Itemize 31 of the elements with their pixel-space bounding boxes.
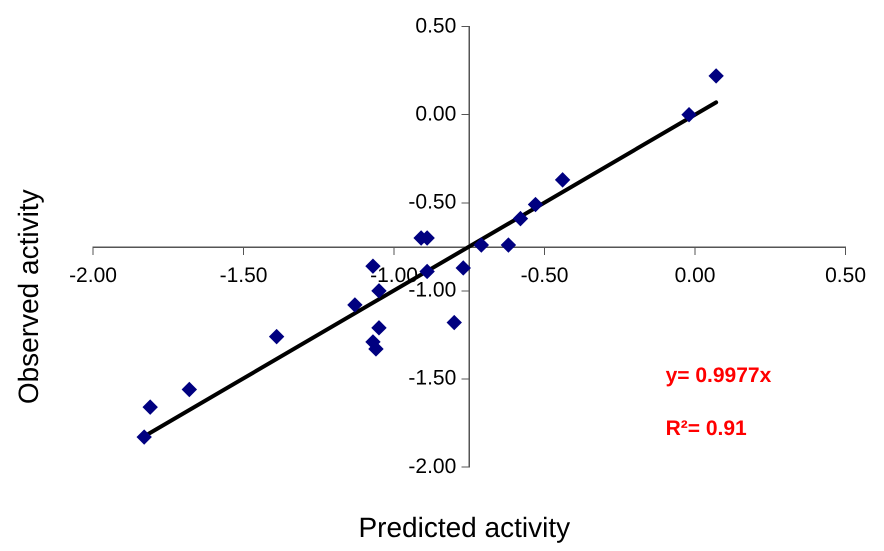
- x-axis-title: Predicted activity: [358, 512, 570, 543]
- annotation: y= 0.9977x: [666, 364, 772, 387]
- point: [142, 400, 158, 415]
- point: [555, 172, 570, 188]
- annotation: R²= 0.91: [666, 417, 748, 440]
- point: [512, 211, 528, 226]
- y-tick-label: 0.50: [415, 14, 456, 38]
- point: [456, 260, 471, 276]
- point: [474, 238, 489, 253]
- point: [136, 430, 152, 445]
- point: [371, 283, 386, 298]
- point: [420, 264, 435, 279]
- point: [446, 315, 462, 330]
- point: [182, 382, 197, 397]
- y-tick-label: -1.50: [408, 366, 456, 390]
- y-tick-label: -2.00: [408, 454, 456, 478]
- y-axis-title: Observed activity: [13, 189, 44, 404]
- point: [371, 320, 386, 336]
- x-tick-label: -2.00: [69, 264, 117, 288]
- y-tick-label: -0.50: [408, 190, 456, 214]
- point: [528, 197, 544, 212]
- point: [682, 107, 697, 122]
- point: [500, 238, 516, 253]
- x-tick-label: -0.50: [520, 264, 568, 288]
- point: [347, 297, 362, 312]
- x-tick-label: -1.50: [220, 264, 268, 288]
- x-tick-label: 0.50: [825, 264, 866, 288]
- point: [269, 329, 284, 344]
- x-tick-label: 0.00: [674, 264, 716, 288]
- y-tick-label: 0.00: [415, 102, 456, 126]
- point: [708, 68, 724, 84]
